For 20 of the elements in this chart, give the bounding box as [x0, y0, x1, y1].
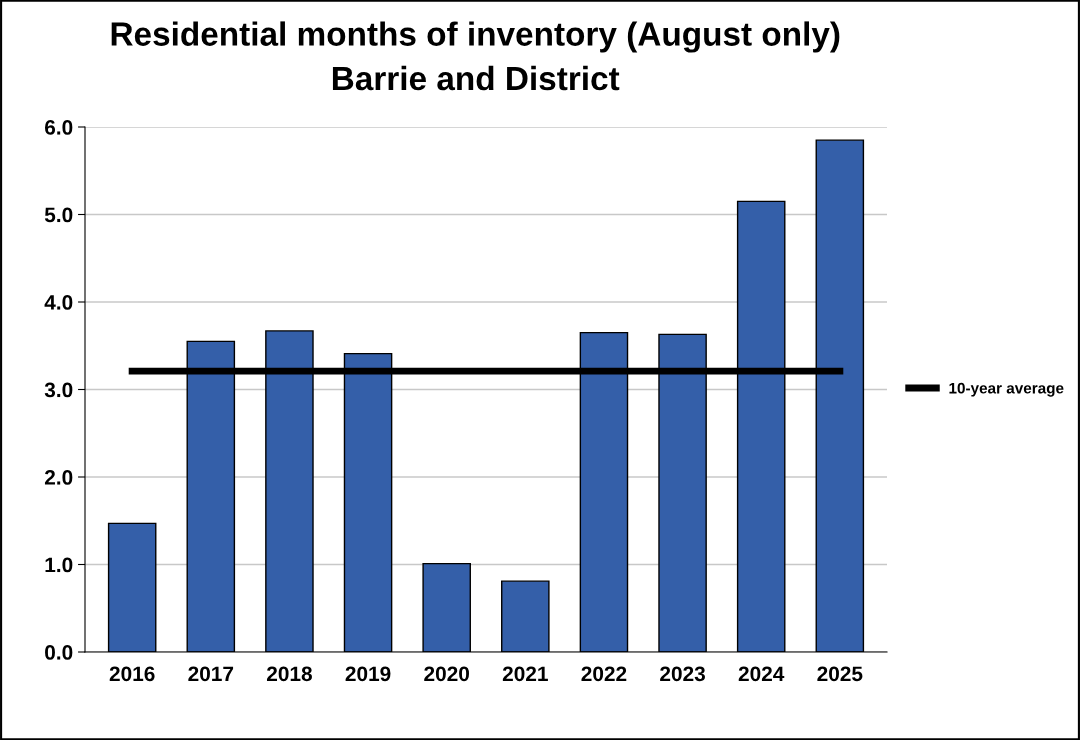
- x-tick-label: 2018: [266, 666, 312, 682]
- y-tick-label: 0.0: [45, 645, 73, 660]
- x-tick-label: 2020: [424, 666, 470, 682]
- chart-subtitle: Barrie and District: [332, 65, 620, 91]
- chart-title: Residential months of inventory (August only): [111, 21, 840, 53]
- x-tick-label: 2019: [345, 666, 391, 682]
- y-tick-label: 5.0: [44, 207, 73, 223]
- x-tick-label: 2016: [109, 666, 155, 682]
- legend-label: 10-year average: [949, 382, 1064, 397]
- x-tick-label: 2023: [660, 666, 705, 682]
- y-tick-label: 3.0: [44, 382, 73, 398]
- x-tick-label: 2025: [817, 666, 863, 682]
- y-tick-label: 1.0: [45, 557, 73, 573]
- x-tick-label: 2017: [188, 666, 234, 682]
- x-tick-label: 2022: [581, 666, 627, 682]
- y-tick-label: 4.0: [44, 295, 73, 310]
- y-tick-label: 6.0: [45, 120, 73, 135]
- y-tick-label: 2.0: [44, 470, 73, 485]
- x-tick-label: 2024: [738, 666, 785, 682]
- x-tick-label: 2021: [502, 666, 548, 682]
